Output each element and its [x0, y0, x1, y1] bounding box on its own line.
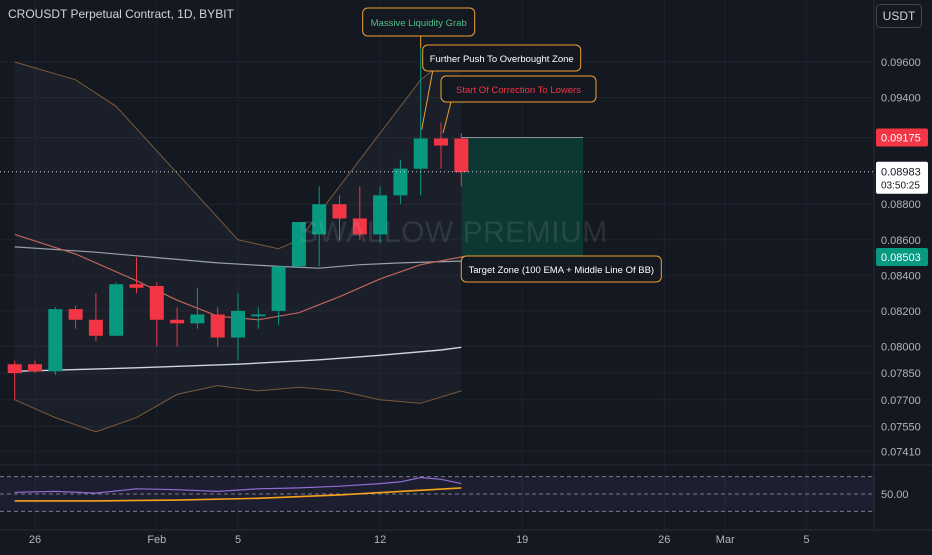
time-axis-label: 26 — [658, 534, 670, 546]
candle-body[interactable] — [393, 168, 408, 196]
candle-body[interactable] — [190, 314, 205, 324]
candle-body[interactable] — [129, 284, 144, 288]
price-tag-label: 0.08503 — [881, 252, 921, 264]
current-price-tag — [876, 161, 928, 194]
candle-body[interactable] — [373, 195, 388, 235]
rsi-ma-line — [14, 487, 462, 502]
price-axis-label: 0.08400 — [881, 270, 921, 282]
price-tag — [876, 128, 928, 147]
candle-body[interactable] — [251, 314, 266, 317]
time-axis-label: 19 — [516, 534, 528, 546]
price-tag — [876, 248, 928, 267]
annotation-pointer — [442, 101, 452, 134]
rsi-line — [14, 476, 462, 494]
candle-body[interactable] — [454, 138, 469, 173]
price-axis-label: 0.07700 — [881, 395, 921, 407]
time-axis-label: 12 — [374, 534, 386, 546]
candle-body[interactable] — [413, 138, 428, 169]
candle-body[interactable] — [48, 309, 63, 372]
current-price-label: 0.08983 — [881, 167, 921, 179]
price-axis-label: 0.08200 — [881, 306, 921, 318]
annotation-box[interactable] — [422, 44, 582, 72]
bar-countdown-label: 03:50:25 — [881, 181, 920, 192]
annotation-box[interactable] — [440, 75, 597, 103]
price-axis-label: 0.09600 — [881, 57, 921, 69]
chart-title: CROUSDT Perpetual Contract, 1D, BYBIT — [8, 7, 234, 21]
price-axis-label: 0.07550 — [881, 421, 921, 433]
annotation-text: Further Push To Overbought Zone — [430, 54, 574, 65]
currency-label: USDT — [882, 9, 916, 23]
candle-body[interactable] — [332, 204, 347, 219]
time-axis-label: Mar — [716, 534, 735, 546]
price-axis-label: 0.09400 — [881, 93, 921, 105]
annotation-box[interactable] — [362, 7, 476, 37]
candle-body[interactable] — [291, 222, 306, 267]
candle-body[interactable] — [68, 309, 83, 320]
candle-body[interactable] — [170, 319, 185, 324]
time-axis-label: 5 — [803, 534, 809, 546]
candle-body[interactable] — [88, 319, 103, 336]
bollinger-lower-line — [14, 385, 462, 433]
annotation-pointer — [421, 70, 434, 130]
candle-body[interactable] — [312, 204, 327, 235]
annotation-box[interactable] — [460, 255, 662, 283]
candle-body[interactable] — [109, 284, 124, 336]
ema-100-line — [14, 346, 462, 372]
watermark: SWALLOW PREMIUM — [298, 216, 608, 249]
price-axis-label: 0.08800 — [881, 199, 921, 211]
candle-body[interactable] — [210, 314, 225, 338]
candle-body[interactable] — [271, 266, 286, 311]
time-axis-label: 5 — [235, 534, 241, 546]
candle-body[interactable] — [231, 310, 245, 338]
currency-button[interactable]: USDT — [876, 4, 922, 28]
candle-body[interactable] — [7, 364, 22, 374]
rsi-axis-label: 50.00 — [881, 489, 909, 501]
annotation-text: Start Of Correction To Lowers — [456, 85, 581, 96]
bollinger-upper-line — [14, 47, 462, 250]
target-zone-box — [461, 137, 584, 258]
time-axis-label: Feb — [147, 534, 166, 546]
ema-slow-line — [14, 246, 462, 269]
price-axis-label: 0.07410 — [881, 446, 921, 458]
annotation-text: Massive Liquidity Grab — [371, 18, 467, 29]
annotation-text: Target Zone (100 EMA + Middle Line Of BB… — [468, 265, 654, 276]
candle-body[interactable] — [352, 218, 367, 235]
time-axis-label: 26 — [29, 534, 41, 546]
price-tag-label: 0.09175 — [881, 133, 921, 145]
candle-body[interactable] — [149, 286, 164, 320]
price-axis-label: 0.07850 — [881, 368, 921, 380]
candle-body[interactable] — [434, 138, 448, 146]
candle-body[interactable] — [28, 364, 42, 372]
price-axis-label: 0.08000 — [881, 341, 921, 353]
price-axis-label: 0.08600 — [881, 235, 921, 247]
